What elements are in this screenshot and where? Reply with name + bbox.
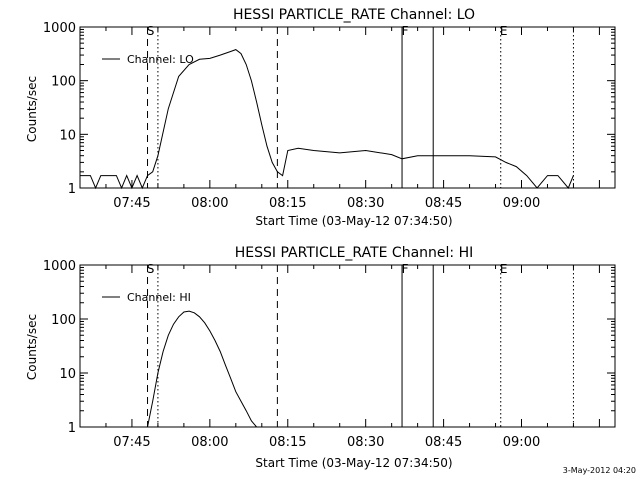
plot-area-hi: 1 10 100 1000 07:45 08:00 08:15 08:30 08:45 09:00… <box>43 259 616 450</box>
x-tick-label: 08:45 <box>425 196 462 211</box>
y-tick-label: 1 <box>68 421 76 436</box>
y-axis-label-lo: Counts/sec <box>25 76 39 142</box>
x-tick-label: 07:45 <box>113 196 150 211</box>
x-tick-label: 09:00 <box>503 196 540 211</box>
time-marker-label: S <box>147 24 155 38</box>
x-tick-label: 08:15 <box>269 435 306 450</box>
x-tick-label: 09:00 <box>503 435 540 450</box>
x-tick-label: 08:15 <box>269 196 306 211</box>
time-marker-label: S <box>147 262 155 276</box>
y-tick-label: 10 <box>59 367 76 382</box>
y-tick-label: 1000 <box>43 21 76 36</box>
legend-label: Channel: HI <box>127 291 191 304</box>
time-marker-label: E <box>500 262 508 276</box>
y-tick-label: 1000 <box>43 259 76 274</box>
x-tick-label: 08:45 <box>425 435 462 450</box>
chart-panel-lo: HESSI PARTICLE_RATE Channel: LO Start Ti… <box>25 7 616 228</box>
series-line <box>147 310 257 428</box>
x-axis-label-hi: Start Time (03-May-12 07:34:50) <box>255 456 452 470</box>
plot-area-lo: 1 10 100 1000 07:45 08:00 08:15 08:30 08:45 09:00… <box>43 21 616 211</box>
series-line <box>80 49 574 190</box>
time-marker-label: F <box>402 262 409 276</box>
y-tick-label: 1 <box>68 182 76 197</box>
x-tick-label: 07:45 <box>113 435 150 450</box>
legend-label: Channel: LO <box>127 53 194 66</box>
chart-title-lo: HESSI PARTICLE_RATE Channel: LO <box>233 7 475 23</box>
x-axis-label-lo: Start Time (03-May-12 07:34:50) <box>255 214 452 228</box>
time-marker-label: E <box>500 24 508 38</box>
y-axis-label-hi: Counts/sec <box>25 314 39 380</box>
x-tick-label: 08:00 <box>191 435 228 450</box>
time-marker-label: F <box>402 24 409 38</box>
y-tick-label: 100 <box>51 75 76 90</box>
chart-panel-hi: HESSI PARTICLE_RATE Channel: HI Start Ti… <box>25 245 616 470</box>
y-tick-label: 100 <box>51 313 76 328</box>
x-tick-label: 08:30 <box>347 196 384 211</box>
y-tick-label: 10 <box>59 128 76 143</box>
x-tick-label: 08:00 <box>191 196 228 211</box>
footer-timestamp: 3-May-2012 04:20 <box>563 466 636 475</box>
x-tick-label: 08:30 <box>347 435 384 450</box>
chart-title-hi: HESSI PARTICLE_RATE Channel: HI <box>235 245 473 261</box>
axes-frame <box>79 26 616 189</box>
axes-frame <box>79 264 616 428</box>
